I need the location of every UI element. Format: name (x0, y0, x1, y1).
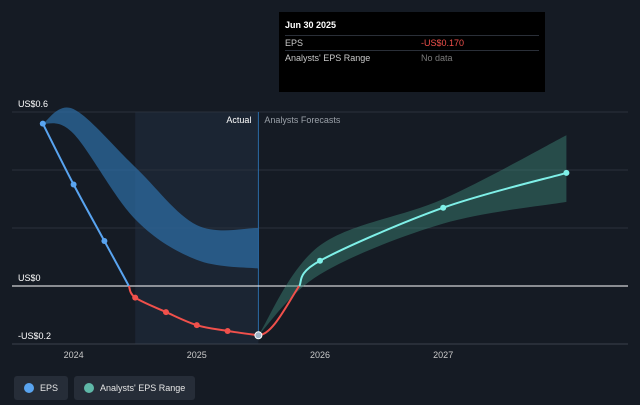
x-tick-label: 2027 (433, 350, 453, 360)
x-tick-label: 2025 (187, 350, 207, 360)
y-tick-label: US$0 (18, 273, 41, 283)
tooltip-eps-value: -US$0.170 (421, 38, 465, 48)
eps-point-highlighted (254, 331, 263, 340)
x-tick-label: 2026 (310, 350, 330, 360)
section-label-actual: Actual (226, 115, 251, 125)
eps-point (224, 327, 231, 334)
legend-range-toggle[interactable]: Analysts' EPS Range (74, 376, 196, 400)
section-label-forecast: Analysts Forecasts (264, 115, 341, 125)
eps-point (39, 120, 46, 127)
forecast-point (317, 257, 323, 264)
tooltip-eps-row: EPS -US$0.170 (285, 35, 539, 50)
forecast-point (440, 204, 447, 211)
y-axis-labels: US$0.6 US$0 -US$0.2 (18, 99, 51, 341)
legend: EPS Analysts' EPS Range (14, 376, 196, 400)
range-dot-icon (84, 383, 95, 393)
legend-eps-label: EPS (40, 383, 59, 393)
tooltip-range-row: Analysts' EPS Range No data (285, 50, 539, 65)
tooltip-range-label: Analysts' EPS Range (285, 53, 371, 63)
eps-dot-icon (24, 383, 34, 393)
y-tick-label: US$0.6 (18, 99, 48, 109)
tooltip-range-value: No data (421, 53, 453, 63)
tooltip: Jun 30 2025 EPS -US$0.170 Analysts' EPS … (279, 12, 545, 92)
eps-point (163, 309, 169, 316)
eps-point (193, 322, 200, 329)
y-tick-label: -US$0.2 (18, 331, 51, 341)
x-axis-labels: 2024 2025 2026 2027 (64, 350, 454, 360)
eps-point (70, 181, 77, 188)
eps-points (39, 120, 570, 340)
actual-eps-range-band (42, 107, 259, 269)
x-tick-label: 2024 (64, 350, 84, 360)
legend-range-label: Analysts' EPS Range (100, 383, 186, 393)
forecast-line-positive (298, 171, 567, 287)
eps-point (101, 238, 108, 245)
tooltip-eps-label: EPS (285, 38, 304, 48)
forecast-line-negative (258, 285, 300, 337)
forecast-point (563, 169, 570, 176)
tooltip-date: Jun 30 2025 (285, 20, 337, 30)
forecast-eps-range-band (258, 135, 567, 336)
eps-line-positive (41, 123, 130, 287)
legend-eps-toggle[interactable]: EPS (14, 376, 69, 400)
eps-point (132, 294, 139, 301)
